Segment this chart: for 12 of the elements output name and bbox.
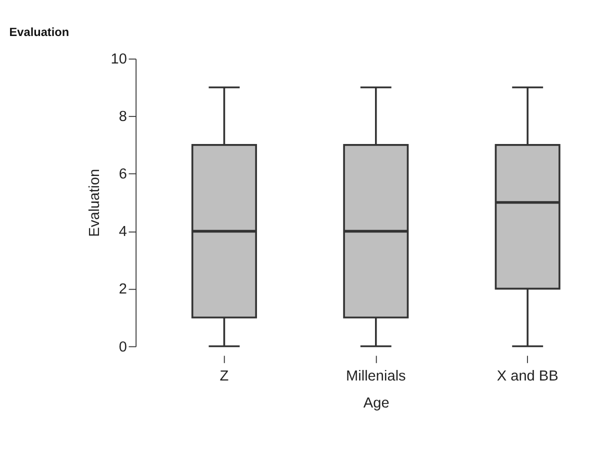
x-tick-label: Millenials xyxy=(346,368,406,384)
y-axis-title: Evaluation xyxy=(86,168,103,237)
y-tick-label: 0 xyxy=(118,339,127,356)
x-axis-title: Age xyxy=(363,396,390,412)
x-tick-label: Z xyxy=(220,368,229,384)
text: Evaluation xyxy=(9,24,70,39)
y-tick-label: 6 xyxy=(118,166,127,183)
y-tick-label: 4 xyxy=(118,224,127,240)
x-tick-label: X and BB xyxy=(496,368,558,384)
y-tick-label: 10 xyxy=(110,52,127,68)
y-tick-label: 8 xyxy=(118,109,127,126)
y-tick-label: 2 xyxy=(118,282,127,298)
